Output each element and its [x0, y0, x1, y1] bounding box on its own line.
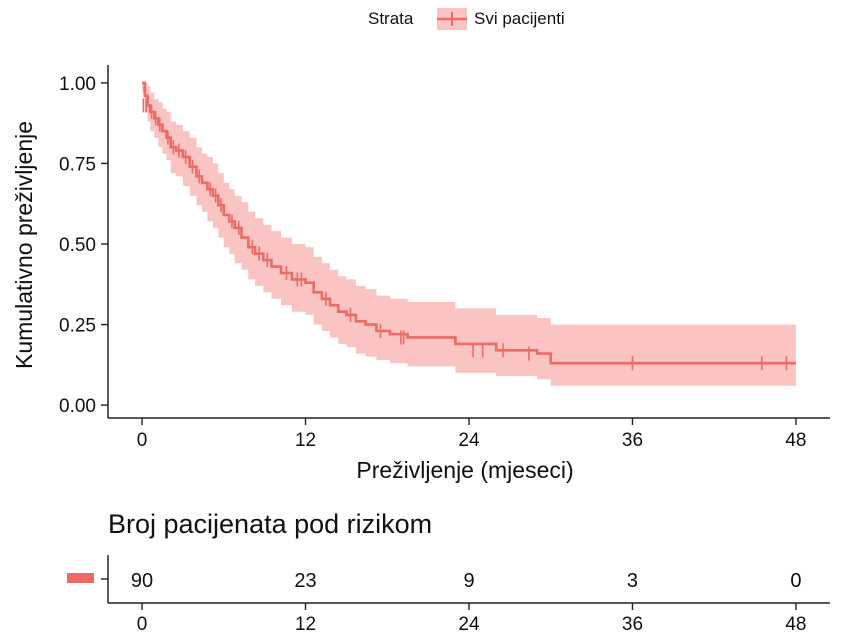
legend: Strata Svi pacijenti: [368, 8, 565, 30]
axes: 0.00 0.25 0.50 0.75 1.00 0 12 24 36 48: [59, 65, 830, 451]
risk-table-title: Broj pacijenata pod rizikom: [108, 509, 432, 539]
risk-table-time-label: 24: [458, 614, 480, 635]
x-tick-label: 12: [295, 430, 316, 451]
risk-table-time-label: 0: [137, 614, 148, 635]
y-tick-label: 1.00: [59, 74, 96, 95]
risk-table-time-label: 48: [785, 614, 806, 635]
legend-entry-label: Svi pacijenti: [474, 9, 565, 28]
x-tick-label: 36: [622, 430, 643, 451]
risk-count: 90: [131, 570, 153, 592]
risk-count: 9: [463, 570, 474, 592]
y-axis-label: Kumulativno preživljenje: [11, 121, 37, 369]
x-tick-label: 48: [785, 430, 806, 451]
y-tick-label: 0.50: [59, 235, 96, 256]
legend-title: Strata: [368, 9, 414, 28]
risk-table-time-label: 36: [622, 614, 643, 635]
risk-count: 23: [294, 570, 316, 592]
y-tick-label: 0.00: [59, 396, 96, 417]
x-axis-label: Preživljenje (mjeseci): [356, 457, 573, 483]
risk-table-strata-key: [67, 573, 94, 583]
plot-area: [142, 81, 796, 386]
risk-table-time-label: 12: [295, 614, 316, 635]
confidence-band-0: [142, 82, 796, 386]
x-tick-label: 24: [458, 430, 480, 451]
y-tick-label: 0.75: [59, 154, 96, 175]
risk-count: 0: [790, 570, 801, 592]
x-tick-label: 0: [137, 430, 148, 451]
y-tick-label: 0.25: [59, 316, 96, 337]
risk-table: 90 0 23 12 9 24 3 36 0 48: [101, 555, 830, 635]
risk-count: 3: [627, 570, 638, 592]
